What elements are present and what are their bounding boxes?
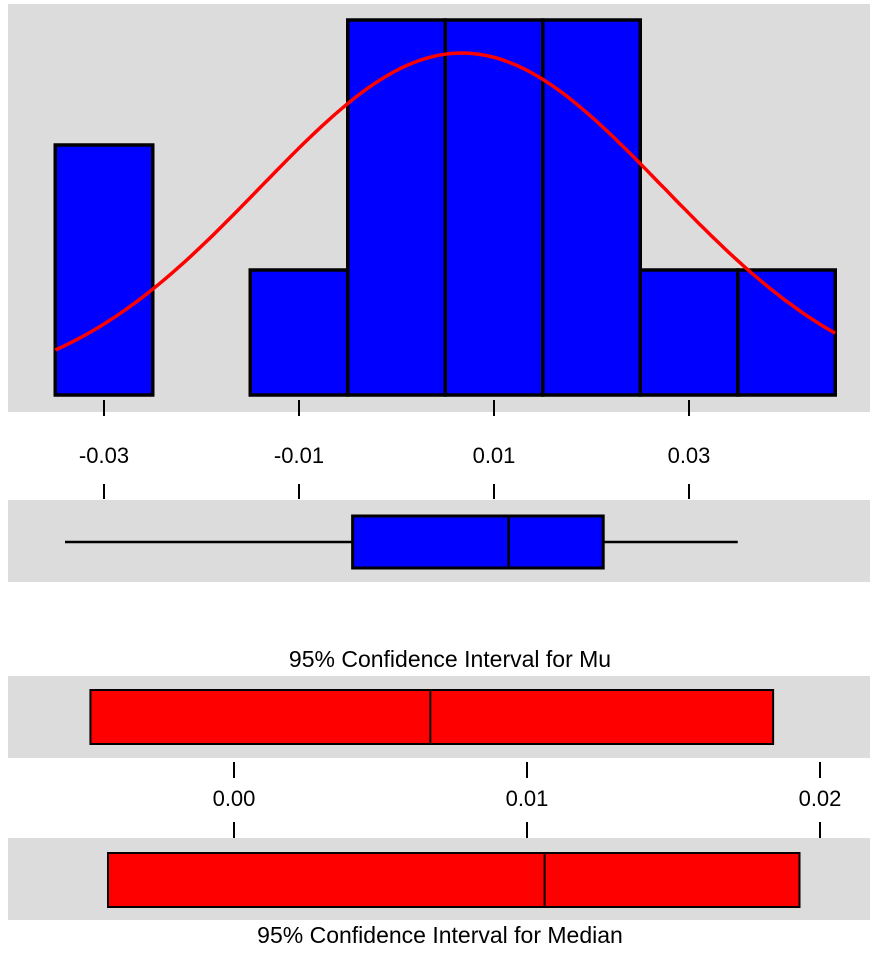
ci-x-tick-label: 0.00 — [213, 786, 256, 811]
boxplot-box — [351, 514, 605, 570]
normal-fit-curve — [54, 51, 837, 352]
histogram-bar — [443, 18, 545, 397]
histogram-bar — [53, 143, 155, 397]
histogram-bar — [638, 268, 740, 397]
ci-x-tick-label: 0.02 — [799, 786, 842, 811]
histogram-x-tick-label: 0.03 — [668, 443, 711, 468]
ci-mu-title: 95% Confidence Interval for Mu — [289, 646, 611, 672]
histogram-bars — [53, 18, 837, 397]
ci-mu-bar-group — [89, 689, 775, 745]
histogram-bar — [248, 268, 350, 397]
histogram-x-tick-label: 0.01 — [473, 443, 516, 468]
histogram-bar — [346, 18, 447, 397]
ci-median-title: 95% Confidence Interval for Median — [257, 922, 623, 948]
ci-mu-bar — [89, 689, 775, 745]
ci-x-axis: 0.00 0.01 0.02 — [213, 762, 842, 838]
histogram-bar — [541, 18, 642, 397]
histogram-x-axis: -0.03 -0.01 0.01 0.03 — [79, 400, 710, 499]
ci-median-bar — [107, 852, 801, 908]
histogram-x-tick-label: -0.03 — [79, 443, 129, 468]
ci-median-bar-group — [107, 852, 801, 908]
histogram-bar — [736, 268, 837, 397]
boxplot — [65, 514, 738, 570]
ci-x-tick-label: 0.01 — [506, 786, 549, 811]
histogram-x-tick-label: -0.01 — [274, 443, 324, 468]
